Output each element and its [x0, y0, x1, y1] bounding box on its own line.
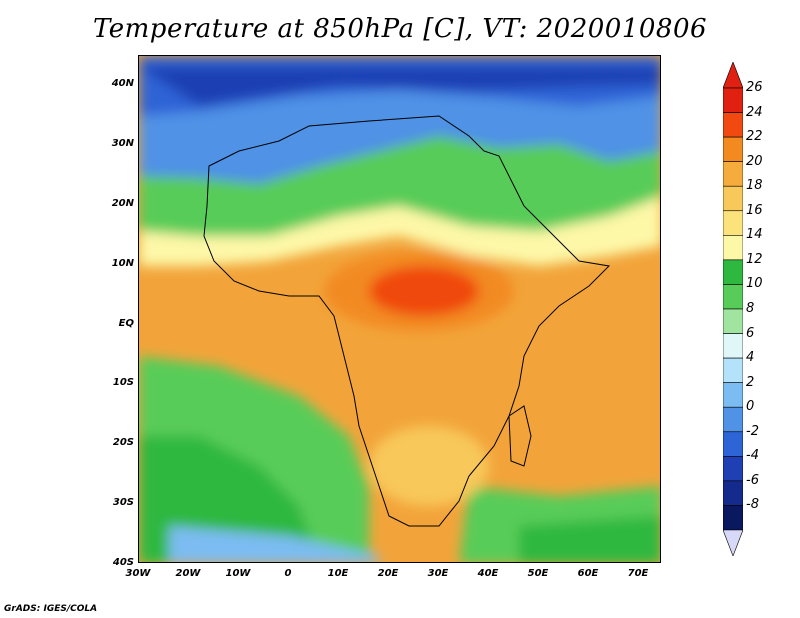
- colorbar-label: -8: [746, 497, 759, 513]
- colorbar-label: 2: [746, 374, 755, 390]
- colorbar-label: 22: [746, 129, 763, 145]
- lat-label-40s: 40S: [112, 557, 134, 568]
- colorbar-label: 16: [746, 202, 763, 218]
- colorbar-label: 6: [746, 325, 755, 341]
- colorbar-swatch: [723, 382, 743, 408]
- lon-label-10e: 10E: [327, 568, 349, 579]
- colorbar-label: 20: [746, 153, 763, 169]
- lon-label-60e: 60E: [577, 568, 599, 579]
- colorbar-label: 24: [746, 104, 763, 120]
- colorbar-bottom-arrow: [723, 529, 743, 556]
- colorbar-swatch: [723, 505, 743, 531]
- lat-label-30n: 30N: [111, 138, 134, 149]
- colorbar-label: 10: [746, 276, 763, 292]
- lat-label-20n: 20N: [111, 198, 134, 209]
- colorbar-label: 8: [746, 301, 755, 316]
- colorbar: [723, 62, 743, 556]
- lon-label-50e: 50E: [527, 568, 549, 579]
- colorbar-swatch: [723, 235, 743, 261]
- lon-label-30w: 30W: [125, 568, 151, 579]
- lat-label-30s: 30S: [112, 497, 134, 508]
- lon-label-10w: 10W: [225, 568, 251, 579]
- lon-label-70e: 70E: [627, 568, 649, 579]
- lat-label-10s: 10S: [112, 377, 134, 388]
- lon-label-40e: 40E: [477, 568, 499, 579]
- colorbar-label: 0: [746, 399, 755, 415]
- colorbar-swatch: [723, 259, 743, 285]
- colorbar-swatch: [723, 112, 743, 138]
- colorbar-swatch: [723, 333, 743, 359]
- colorbar-swatch: [723, 185, 743, 212]
- lon-label-20e: 20E: [377, 568, 399, 579]
- colorbar-swatch: [723, 480, 743, 506]
- lon-label-30e: 30E: [427, 568, 449, 579]
- lat-label-20s: 20S: [112, 437, 134, 448]
- colorbar-label: -6: [746, 472, 759, 488]
- map-field: [139, 56, 660, 562]
- colorbar-label: 18: [746, 178, 763, 194]
- colorbar-swatch: [723, 210, 743, 236]
- temperature-map: [138, 55, 661, 563]
- lon-label-20w: 20W: [175, 568, 201, 579]
- lat-label-eq: EQ: [118, 318, 134, 329]
- colorbar-label: 12: [746, 251, 763, 267]
- footer-credit: GrADS: IGES/COLA: [4, 604, 98, 614]
- colorbar-label: 26: [746, 80, 763, 95]
- chart-title: Temperature at 850hPa [C], VT: 202001080…: [92, 14, 708, 44]
- colorbar-swatch: [723, 161, 743, 187]
- lat-label-10n: 10N: [111, 258, 134, 269]
- colorbar-swatch: [723, 284, 743, 310]
- colorbar-swatch: [723, 87, 743, 113]
- colorbar-swatch: [723, 431, 743, 457]
- colorbar-swatch: [723, 406, 743, 433]
- lon-label-0: 0: [284, 568, 292, 579]
- colorbar-label: 4: [746, 350, 755, 366]
- colorbar-swatch: [723, 357, 743, 383]
- colorbar-swatch: [723, 308, 743, 334]
- colorbar-label: -2: [746, 423, 759, 439]
- colorbar-swatch: [723, 456, 743, 482]
- colorbar-label: -4: [746, 448, 759, 464]
- colorbar-label: 14: [746, 227, 763, 243]
- lat-label-40n: 40N: [111, 78, 134, 89]
- colorbar-top-arrow: [723, 62, 743, 89]
- colorbar-swatch: [723, 136, 743, 162]
